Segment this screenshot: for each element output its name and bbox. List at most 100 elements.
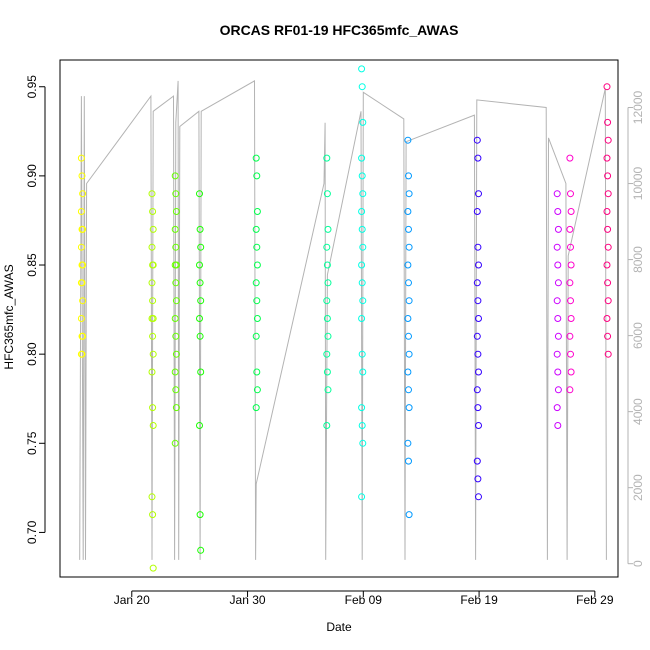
data-point bbox=[149, 422, 157, 429]
data-point bbox=[324, 332, 332, 340]
data-point bbox=[554, 332, 562, 340]
data-point bbox=[604, 332, 612, 340]
data-point bbox=[404, 261, 412, 269]
data-point bbox=[359, 243, 367, 251]
data-point bbox=[604, 190, 612, 198]
data-point bbox=[474, 154, 482, 162]
data-point bbox=[567, 368, 575, 376]
data-point bbox=[197, 297, 205, 305]
altitude-track-layer bbox=[79, 80, 607, 560]
data-point bbox=[149, 332, 157, 340]
data-point bbox=[553, 190, 561, 198]
data-point bbox=[566, 279, 574, 287]
data-point bbox=[404, 368, 412, 376]
data-point bbox=[405, 243, 413, 251]
data-point bbox=[405, 279, 412, 287]
altitude-track-line bbox=[79, 80, 607, 560]
data-point bbox=[603, 315, 611, 322]
data-point bbox=[323, 315, 331, 322]
data-point bbox=[404, 136, 412, 144]
secondary-tick-label: 10000 bbox=[631, 167, 645, 201]
data-point bbox=[567, 208, 575, 215]
data-point bbox=[358, 279, 366, 287]
data-point bbox=[172, 404, 180, 412]
y-tick-label: 0.95 bbox=[25, 75, 39, 99]
y-tick-label: 0.90 bbox=[25, 164, 39, 188]
data-point bbox=[358, 350, 366, 358]
secondary-tick-label: 0 bbox=[631, 560, 645, 567]
data-point bbox=[358, 65, 366, 73]
data-point bbox=[475, 190, 482, 198]
data-point bbox=[359, 439, 367, 447]
data-point bbox=[323, 297, 331, 305]
data-point bbox=[196, 279, 204, 287]
data-point bbox=[323, 261, 331, 269]
data-point bbox=[554, 386, 562, 394]
data-point bbox=[253, 208, 261, 215]
data-point bbox=[473, 332, 481, 340]
y-tick-label: 0.70 bbox=[25, 520, 39, 544]
data-point bbox=[567, 243, 574, 251]
data-point bbox=[149, 350, 157, 358]
data-point bbox=[603, 261, 611, 269]
series-rf02 bbox=[148, 190, 157, 572]
series-rf01 bbox=[77, 154, 87, 358]
x-tick-label: Jan 30 bbox=[230, 593, 266, 607]
data-point bbox=[566, 154, 574, 162]
series-rf05 bbox=[252, 154, 261, 412]
series-rf03 bbox=[171, 172, 180, 447]
data-point bbox=[553, 243, 561, 251]
data-point bbox=[604, 350, 612, 358]
data-point bbox=[358, 261, 366, 269]
chart-title: ORCAS RF01-19 HFC365mfc_AWAS bbox=[220, 22, 459, 38]
data-point bbox=[567, 261, 575, 269]
data-point bbox=[148, 368, 156, 376]
data-point bbox=[171, 172, 179, 180]
data-point bbox=[253, 172, 261, 180]
data-point-layer bbox=[77, 65, 612, 572]
data-point bbox=[475, 261, 482, 269]
data-point bbox=[172, 190, 180, 198]
data-point bbox=[196, 225, 204, 233]
data-point bbox=[405, 172, 412, 180]
data-point bbox=[604, 118, 612, 126]
data-point bbox=[252, 404, 260, 412]
data-point bbox=[171, 225, 179, 233]
data-point bbox=[252, 279, 260, 287]
data-point bbox=[358, 422, 366, 429]
data-point bbox=[474, 404, 482, 412]
data-point bbox=[566, 225, 574, 233]
data-point bbox=[473, 457, 481, 465]
data-point bbox=[323, 422, 331, 429]
data-point bbox=[78, 172, 86, 180]
data-point bbox=[553, 350, 561, 358]
data-point bbox=[554, 279, 562, 287]
data-point bbox=[148, 493, 156, 501]
data-point bbox=[171, 315, 179, 322]
data-point bbox=[253, 261, 261, 269]
data-point bbox=[324, 386, 332, 394]
data-point bbox=[253, 315, 261, 322]
data-point bbox=[149, 511, 157, 519]
data-point bbox=[323, 350, 331, 358]
data-point bbox=[474, 475, 482, 483]
data-point bbox=[604, 172, 612, 180]
data-point bbox=[79, 297, 87, 305]
data-point bbox=[77, 243, 85, 251]
series-rf07 bbox=[358, 65, 367, 501]
data-point bbox=[567, 315, 575, 322]
data-point bbox=[474, 297, 482, 305]
data-point bbox=[358, 404, 366, 412]
data-point bbox=[475, 422, 482, 429]
data-point bbox=[172, 297, 180, 305]
y-tick-label: 0.75 bbox=[25, 431, 39, 455]
data-point bbox=[149, 404, 157, 412]
data-point bbox=[252, 154, 260, 162]
data-point bbox=[553, 297, 561, 305]
data-point bbox=[359, 368, 367, 376]
data-point bbox=[603, 208, 611, 215]
data-point bbox=[554, 422, 562, 429]
x-tick-label: Jan 20 bbox=[114, 593, 150, 607]
secondary-tick-label: 12000 bbox=[631, 91, 645, 125]
data-point bbox=[253, 243, 261, 251]
